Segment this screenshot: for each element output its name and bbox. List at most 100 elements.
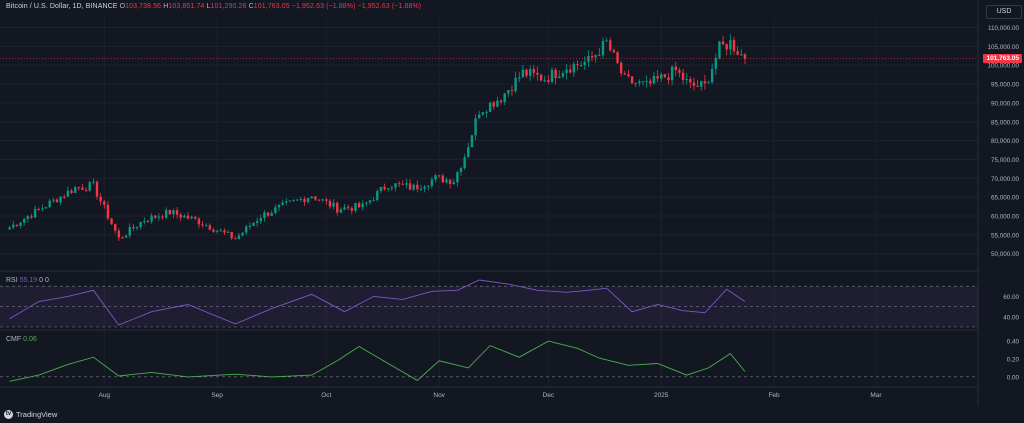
candle-body	[488, 102, 492, 112]
candle-body	[638, 81, 641, 84]
price-tick-label: 95,000.00	[991, 82, 1020, 89]
candle-body	[92, 181, 95, 183]
candle-body	[518, 77, 521, 79]
rsi-line	[9, 279, 746, 326]
candle-body	[73, 187, 77, 193]
close-value: 101,763.05	[253, 3, 290, 10]
candle-body	[510, 90, 514, 92]
price-tick-label: 105,000.00	[987, 44, 1019, 51]
candle-body	[692, 82, 696, 86]
candle-body	[590, 56, 594, 58]
price-tick-label: 90,000.00	[991, 100, 1020, 107]
high-value: 103,851.74	[168, 3, 205, 10]
candle-body	[740, 54, 743, 56]
candle-body	[70, 190, 73, 193]
candle-body	[732, 40, 736, 52]
candle-body	[408, 183, 412, 190]
candle-body	[328, 200, 332, 207]
candle-body	[645, 80, 648, 82]
candle-body	[346, 207, 350, 209]
candle-body	[663, 74, 667, 78]
cmf-legend[interactable]: CMF 0.06	[6, 336, 37, 343]
candle-body	[539, 74, 543, 81]
candle-body	[492, 102, 495, 107]
candle-body	[350, 208, 353, 211]
candle-body	[609, 40, 612, 51]
candle-body	[689, 79, 692, 83]
candle-body	[379, 186, 383, 192]
candle-body	[252, 222, 255, 227]
candle-body	[416, 184, 419, 190]
cmf-tick-label: 0.00	[1007, 374, 1020, 381]
candle-body	[8, 227, 11, 230]
candle-body	[139, 222, 142, 228]
candle-body	[336, 202, 339, 213]
candle-body	[572, 63, 576, 73]
time-tick-label: Mar	[870, 392, 882, 399]
candle-body	[485, 111, 488, 113]
candle-body	[427, 185, 430, 187]
candle-body	[266, 212, 270, 216]
candle-body	[132, 226, 135, 229]
candle-body	[168, 209, 171, 215]
candle-body	[48, 200, 51, 208]
candle-body	[245, 226, 248, 233]
candle-body	[627, 74, 630, 77]
candle-body	[259, 218, 262, 222]
candle-body	[594, 54, 597, 58]
candle-body	[397, 183, 401, 185]
brand-name: TradingView	[16, 410, 58, 419]
candle-body	[37, 208, 40, 210]
candle-body	[332, 202, 335, 207]
candle-body	[678, 70, 681, 73]
candle-body	[721, 41, 725, 45]
candle-body	[707, 82, 710, 84]
close-label: C	[248, 3, 254, 10]
price-tick-label: 110,000.00	[988, 25, 1020, 32]
candle-body	[59, 196, 62, 203]
candle-body	[550, 69, 554, 82]
candle-body	[15, 224, 19, 226]
candle-body	[325, 199, 328, 201]
candle-body	[641, 81, 645, 83]
candle-body	[674, 66, 677, 71]
currency-selector[interactable]: USD	[986, 5, 1022, 19]
candle-body	[354, 203, 357, 211]
candle-body	[470, 135, 474, 148]
candle-body	[419, 188, 423, 190]
candle-body	[292, 199, 295, 201]
cmf-tick-label: 0.40	[1007, 339, 1020, 346]
candle-body	[248, 226, 252, 228]
candle-body	[441, 175, 444, 183]
candle-body	[194, 216, 197, 219]
candle-body	[670, 66, 674, 81]
price-tick-label: 75,000.00	[991, 157, 1020, 164]
price-tick-label: 85,000.00	[991, 119, 1020, 126]
candle-body	[729, 40, 732, 50]
candle-body	[310, 196, 313, 199]
candle-body	[110, 218, 113, 225]
candle-body	[554, 69, 557, 79]
rsi-tick-label: 40.00	[1003, 314, 1019, 321]
time-tick-label: Dec	[543, 392, 555, 399]
candle-body	[743, 54, 747, 59]
candle-body	[241, 232, 244, 236]
tradingview-logo-icon: tv	[4, 410, 13, 419]
candle-body	[507, 90, 510, 94]
candle-body	[66, 190, 70, 197]
candle-body	[463, 157, 466, 169]
candle-body	[685, 79, 688, 81]
candle-body	[274, 207, 277, 214]
candle-body	[700, 81, 703, 87]
candle-body	[514, 77, 517, 92]
candle-body	[183, 215, 186, 218]
open-label: O	[119, 3, 126, 10]
candle-body	[296, 199, 299, 201]
candle-body	[215, 230, 219, 232]
candle-body	[234, 238, 237, 240]
candle-body	[401, 183, 404, 185]
tradingview-logo[interactable]: tv TradingView	[4, 410, 57, 419]
candle-body	[314, 196, 317, 200]
rsi-legend[interactable]: RSI 55.19 0 0	[6, 277, 49, 284]
